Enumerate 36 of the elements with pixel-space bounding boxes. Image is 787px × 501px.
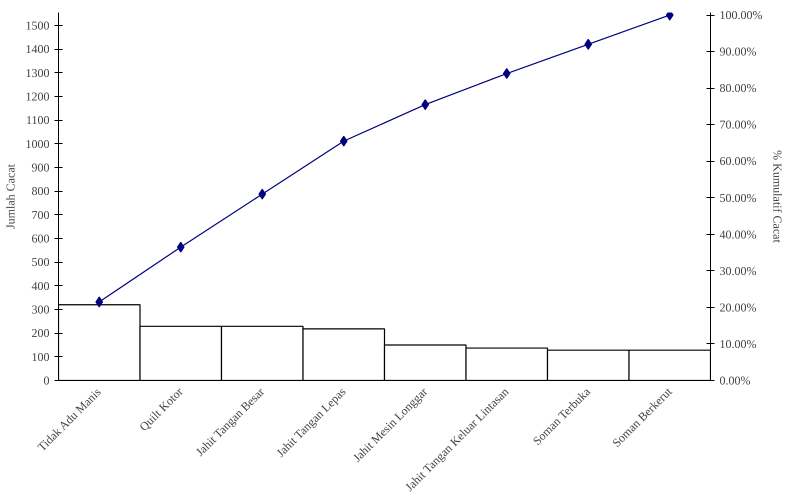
y-tick-label: 400 xyxy=(32,278,50,293)
y2-tick-label: 30.00% xyxy=(720,264,756,278)
y-tick-label: 1500 xyxy=(26,18,50,33)
point xyxy=(95,296,104,308)
y-tick-label: 500 xyxy=(32,255,50,270)
y2-tick-label: 60.00% xyxy=(720,154,756,168)
y-tick-label: 800 xyxy=(32,184,50,198)
point xyxy=(258,188,266,200)
y-tick-label: 0 xyxy=(44,374,50,388)
y2-tick-label: 50.00% xyxy=(720,190,756,205)
point xyxy=(502,68,511,80)
y2-tick-label: 0.00% xyxy=(720,374,750,388)
y-tick-label: 1400 xyxy=(26,42,50,56)
y2-tick-label: 100.00% xyxy=(720,8,762,22)
y-tick-label: 700 xyxy=(32,208,50,222)
y-tick-label: 600 xyxy=(32,232,50,246)
point xyxy=(176,242,185,253)
y-tick-label: 100 xyxy=(32,350,50,364)
point xyxy=(340,136,348,147)
y2-tick-label: 40.00% xyxy=(720,227,756,242)
y-tick-label: 900 xyxy=(32,160,50,175)
y2-axis-title: % Kumulatif Cacat xyxy=(770,150,784,244)
y2-tick-label: 70.00% xyxy=(720,118,756,132)
y2-tick-label: 20.00% xyxy=(720,300,756,314)
point xyxy=(421,99,430,110)
y2-tick-label: 10.00% xyxy=(720,336,756,351)
y-tick-label: 1200 xyxy=(26,90,50,104)
y-tick-label: 1000 xyxy=(26,136,50,151)
point xyxy=(584,38,592,50)
y2-tick-label: 90.00% xyxy=(720,44,756,59)
y-tick-label: 200 xyxy=(32,326,50,340)
y-tick-label: 300 xyxy=(32,302,50,317)
y-tick-label: 1300 xyxy=(26,66,50,80)
y2-tick-label: 80.00% xyxy=(720,81,756,96)
y-tick-label: 1100 xyxy=(26,113,50,128)
y-axis-title: Jumlah Cacat xyxy=(4,163,18,229)
